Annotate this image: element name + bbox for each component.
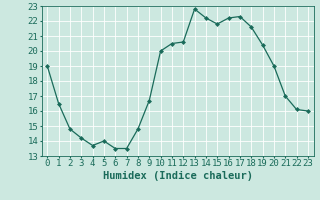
X-axis label: Humidex (Indice chaleur): Humidex (Indice chaleur) bbox=[103, 171, 252, 181]
